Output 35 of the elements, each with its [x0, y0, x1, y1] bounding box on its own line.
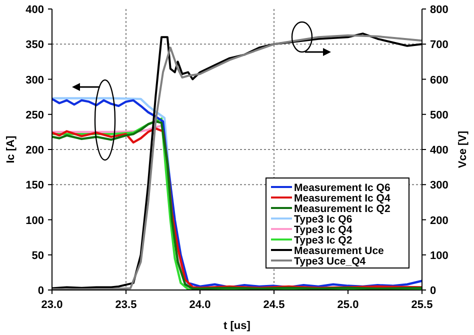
- x-tick-label: 23.0: [41, 299, 63, 311]
- y2-tick-label: 300: [430, 180, 448, 192]
- y2-tick-label: 400: [430, 144, 448, 156]
- x-axis-title: t [us]: [224, 320, 251, 332]
- y-tick-label: 400: [26, 4, 44, 16]
- y2-tick-label: 100: [430, 250, 448, 262]
- y2-axis-title: Vce [V]: [457, 130, 469, 168]
- y-tick-label: 250: [26, 109, 44, 122]
- y2-tick-label: 700: [430, 39, 448, 52]
- y-tick-label: 150: [26, 180, 44, 192]
- legend-label: Measurement Uce: [294, 245, 384, 257]
- y-tick-label: 200: [26, 144, 44, 156]
- x-tick-label: 24.0: [189, 299, 211, 311]
- legend-label: Measurement Ic Q4: [294, 192, 390, 204]
- y2-tick-label: 600: [430, 74, 448, 86]
- legend-label: Measurement Ic Q6: [294, 182, 390, 194]
- y-tick-label: 50: [32, 250, 44, 262]
- legend-label: Type3 Uce_Q4: [294, 256, 366, 268]
- y-tick-label: 100: [26, 214, 44, 227]
- legend-label: Type3 Ic Q6: [294, 214, 352, 226]
- x-tick-label: 25.0: [337, 299, 359, 311]
- x-tick-label: 24.5: [263, 299, 285, 311]
- legend-label: Measurement Ic Q2: [294, 203, 390, 215]
- y2-tick-label: 0: [430, 285, 436, 297]
- y2-tick-label: 200: [430, 214, 448, 227]
- y-tick-label: 350: [26, 39, 44, 52]
- y2-tick-label: 800: [430, 4, 448, 16]
- legend-label: Type3 Ic Q4: [294, 224, 352, 236]
- y-axis-title: Ic [A]: [5, 135, 17, 164]
- x-tick-label: 25.5: [411, 299, 433, 311]
- y-tick-label: 0: [38, 285, 44, 297]
- x-tick-label: 23.5: [115, 299, 137, 311]
- y2-tick-label: 500: [430, 109, 448, 122]
- y-tick-label: 300: [26, 74, 44, 86]
- legend-label: Type3 Ic Q2: [294, 234, 352, 246]
